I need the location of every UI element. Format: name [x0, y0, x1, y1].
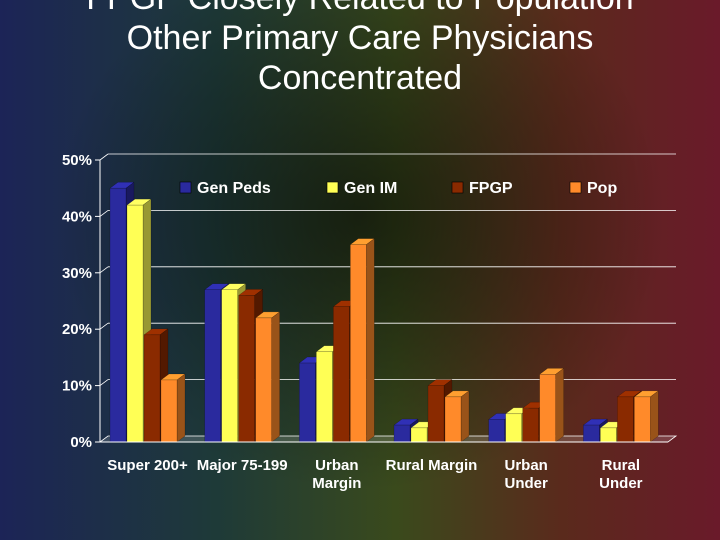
legend-label: Pop: [587, 180, 617, 197]
bar: [254, 311, 281, 443]
bar-front: [316, 351, 333, 443]
x-tick-label: Major 75-199: [197, 457, 288, 474]
bar-side: [176, 373, 186, 443]
legend-swatch: [179, 181, 192, 194]
bar-front: [427, 385, 445, 443]
bar-front: [617, 396, 634, 443]
y-axis: 0% 10% 20% 30% 40% 50%: [62, 152, 101, 451]
x-tick-label: Urban Under: [504, 457, 548, 492]
legend-item: Gen IM: [326, 180, 397, 197]
legend-swatch: [326, 181, 339, 194]
title-line-1: FPGP Closely Related to Population: [0, 0, 720, 18]
legend-item: Pop: [569, 180, 617, 197]
bar-front: [634, 396, 651, 443]
legend-label: FPGP: [469, 180, 513, 197]
bar-front: [333, 306, 350, 443]
bar-front: [505, 413, 522, 443]
bar-front: [255, 317, 272, 443]
x-tick-label: Rural Margin: [386, 457, 478, 474]
legend-label: Gen Peds: [197, 180, 271, 197]
y-tick-label: 50%: [62, 152, 92, 169]
x-tick-label: Rural Under: [599, 457, 643, 492]
bar-front: [299, 362, 316, 443]
legend-item: Gen Peds: [179, 180, 271, 197]
legend-swatch: [569, 181, 582, 194]
chart-title: FPGP Closely Related to Population Other…: [0, 0, 720, 98]
legend-swatch: [451, 181, 464, 194]
x-tick-label: Super 200+: [107, 457, 188, 474]
bar-side: [650, 390, 659, 443]
bar-front: [143, 334, 161, 443]
title-line-2: Other Primary Care Physicians: [126, 19, 594, 57]
bar-front: [410, 427, 428, 443]
bar: [538, 367, 565, 443]
y-tick-label: 10%: [62, 378, 92, 395]
bar-front: [204, 289, 221, 443]
gridline-connector: [99, 210, 109, 217]
legend-item: FPGP: [451, 180, 513, 197]
bar-front: [539, 374, 556, 443]
bar-side: [271, 311, 280, 443]
bar-side: [460, 390, 470, 443]
bar-front: [221, 289, 238, 443]
x-axis: Super 200+ Major 75-199 Urban Margin Rural M…: [100, 441, 668, 492]
gridline-connector: [99, 322, 109, 330]
gridline-connector: [99, 379, 109, 386]
bar-front: [488, 419, 505, 443]
bar-front: [350, 244, 367, 443]
bar: [633, 390, 660, 443]
bar-front: [109, 187, 127, 443]
y-tick-label: 40%: [62, 208, 92, 225]
bars: [109, 181, 660, 443]
bar-front: [160, 379, 178, 443]
bar: [444, 390, 470, 443]
bar: [160, 373, 186, 443]
x-tick-label: Urban Margin: [312, 457, 361, 492]
gridline-connector: [99, 153, 109, 161]
y-tick-label: 20%: [62, 321, 92, 338]
bar-side: [366, 238, 375, 443]
bar-front: [126, 204, 144, 443]
gridline-connector: [99, 266, 109, 274]
bar-side: [555, 367, 564, 443]
legend: Gen Peds Gen IM FPGP Pop: [179, 180, 617, 197]
bar-front: [238, 295, 255, 443]
bar-front: [583, 424, 600, 443]
title-line-3: Concentrated: [257, 59, 463, 97]
bar: [349, 238, 376, 443]
y-tick-label: 30%: [62, 265, 92, 282]
bar-front: [522, 407, 539, 443]
legend-label: Gen IM: [344, 180, 397, 197]
gridlines: [99, 153, 676, 386]
y-tick-label: 0%: [70, 434, 92, 451]
bar-front: [444, 396, 462, 443]
bar-front: [600, 427, 617, 443]
bar-front: [393, 424, 411, 443]
